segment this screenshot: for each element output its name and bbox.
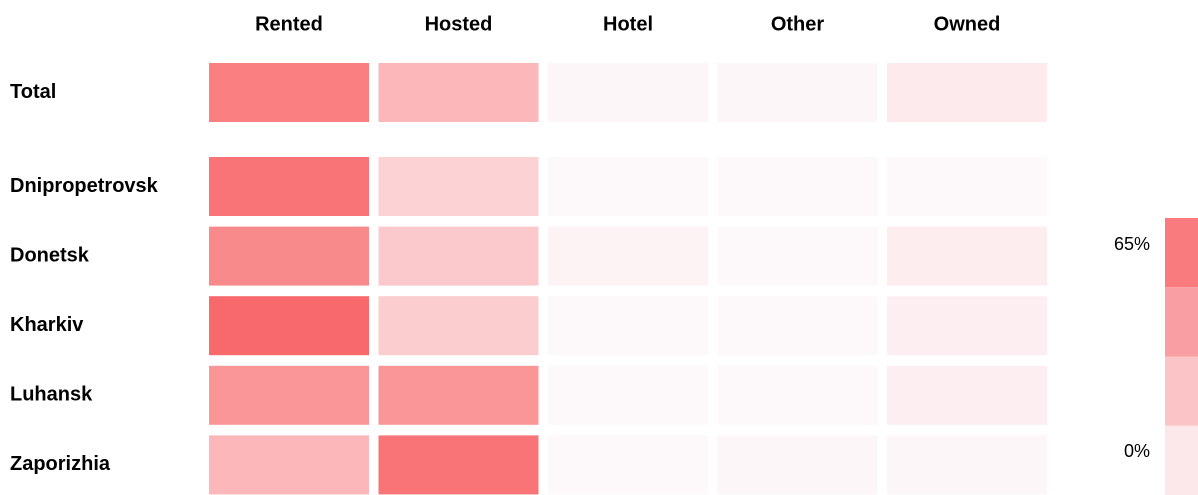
column-header: Hotel (603, 13, 653, 35)
legend-swatch (1165, 287, 1198, 357)
heat-cell (209, 435, 369, 495)
heat-cell (378, 365, 539, 425)
column-header: Hosted (425, 13, 493, 35)
column-header: Owned (934, 13, 1001, 35)
heat-cell (717, 365, 878, 425)
heat-cell (887, 365, 1047, 425)
heat-cell (378, 296, 539, 356)
heat-cell (378, 157, 539, 216)
legend-swatch (1165, 425, 1198, 495)
heat-cell (209, 365, 369, 425)
heat-cell (548, 157, 708, 216)
heat-cell (548, 435, 708, 495)
row-label: Luhansk (10, 384, 93, 406)
heat-cell (378, 63, 539, 122)
row-label: Zaporizhia (10, 453, 111, 475)
heat-cell (378, 435, 539, 495)
legend-label: 65% (1114, 234, 1150, 254)
heat-cell (209, 157, 369, 216)
heat-cell (548, 226, 708, 286)
legend-swatch (1165, 356, 1198, 426)
heat-cell (717, 435, 878, 495)
heat-cell (209, 63, 369, 122)
row-label: Dnipropetrovsk (10, 175, 159, 197)
column-header: Rented (255, 13, 323, 35)
heat-cell (717, 63, 878, 122)
column-header: Other (771, 13, 825, 35)
heat-cell (209, 296, 369, 356)
heat-cell (548, 63, 708, 122)
heat-cell (887, 296, 1047, 356)
heat-cell (887, 157, 1047, 216)
row-label: Kharkiv (10, 314, 84, 336)
legend-label: 0% (1124, 441, 1150, 461)
row-label: Donetsk (10, 244, 90, 266)
heat-cell (548, 365, 708, 425)
heat-cell (209, 226, 369, 286)
row-label: Total (10, 81, 56, 103)
heat-cell (717, 157, 878, 216)
heat-cell (548, 296, 708, 356)
heat-cell (887, 435, 1047, 495)
heat-cell (717, 226, 878, 286)
heat-cell (717, 296, 878, 356)
heat-cell (378, 226, 539, 286)
legend-swatch (1165, 218, 1198, 288)
heat-cell (887, 63, 1047, 122)
heat-cell (887, 226, 1047, 286)
